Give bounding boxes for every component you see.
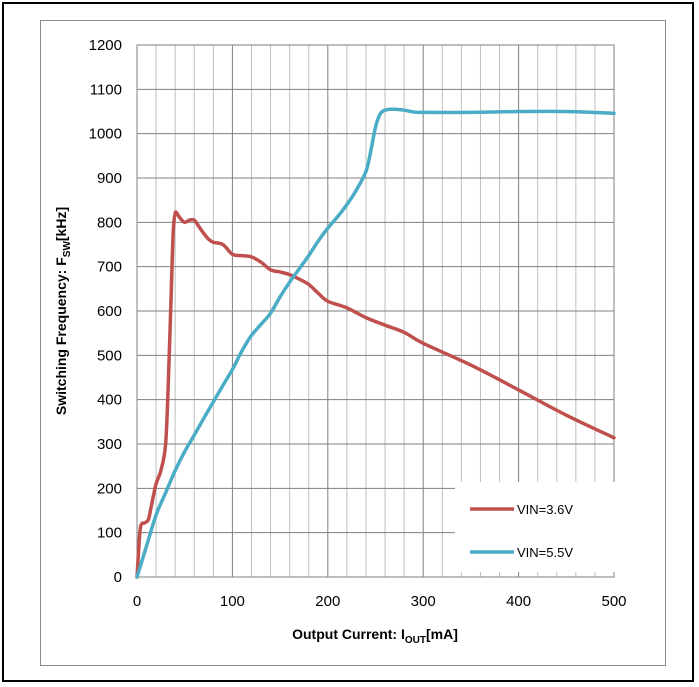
- y-tick-label: 400: [97, 392, 122, 409]
- series-line-vin-3-6v: [135, 210, 616, 579]
- y-tick-label: 500: [97, 347, 122, 364]
- x-tick-label: 200: [315, 593, 340, 610]
- y-tick-label: 0: [114, 569, 122, 586]
- y-tick-label: 100: [97, 525, 122, 542]
- x-tick-label: 100: [220, 593, 245, 610]
- y-tick-label: 600: [97, 303, 122, 320]
- chart-area-border: [40, 20, 666, 666]
- x-tick-label: 400: [506, 593, 531, 610]
- y-tick-label: 700: [97, 259, 122, 276]
- legend-label-vin-3-6v: VIN=3.6V: [517, 502, 573, 517]
- y-axis-title: Switching Frequency: FSW[kHz]: [53, 207, 73, 415]
- plot-border: [136, 44, 615, 578]
- y-tick-label: 1000: [89, 126, 122, 143]
- y-tick-label: 1100: [90, 81, 122, 98]
- y-tick-label: 300: [97, 436, 122, 453]
- x-tick-label: 300: [411, 593, 436, 610]
- legend-label-vin-5-5v: VIN=5.5V: [517, 545, 573, 560]
- x-tick-label: 500: [601, 593, 626, 610]
- series-lines: [135, 107, 616, 579]
- figure-frame: [2, 2, 694, 682]
- y-tick-label: 1200: [89, 37, 122, 54]
- x-tick-label: 0: [133, 593, 141, 610]
- legend: VIN=3.6V VIN=5.5V: [470, 502, 573, 560]
- tick-labels: 0100200300400500600700800900100011001200…: [89, 37, 627, 610]
- y-tick-label: 200: [97, 480, 122, 497]
- legend-background: [455, 482, 630, 572]
- x-axis-title: Output Current: IOUT[mA]: [292, 626, 458, 646]
- y-tick-label: 900: [97, 170, 122, 187]
- series-line-vin-5-5v: [135, 107, 616, 579]
- y-tick-label: 800: [97, 214, 122, 231]
